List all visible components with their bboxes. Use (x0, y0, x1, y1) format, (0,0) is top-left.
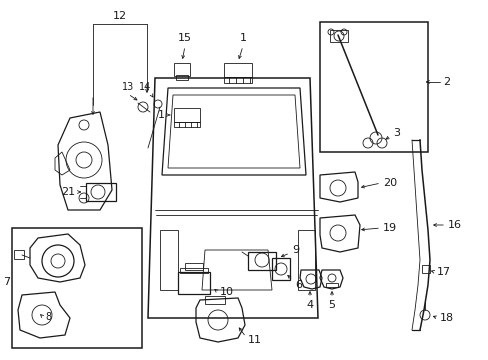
Bar (178, 272, 209, 294)
Text: 16: 16 (447, 220, 461, 230)
Text: 4: 4 (306, 300, 313, 310)
Bar (14, 250, 24, 259)
Bar (176, 75, 187, 80)
Text: 12: 12 (113, 11, 127, 21)
Text: 6: 6 (294, 280, 302, 290)
Text: 21: 21 (61, 187, 75, 197)
Bar (224, 63, 251, 77)
Text: 15: 15 (178, 33, 192, 43)
Bar (180, 268, 207, 273)
Text: 20: 20 (382, 178, 396, 188)
Text: 9: 9 (291, 245, 299, 255)
Text: 19: 19 (382, 223, 396, 233)
Text: 1: 1 (239, 33, 246, 43)
Bar (224, 77, 251, 83)
Bar (12, 228, 142, 348)
Text: 5: 5 (328, 300, 335, 310)
Text: 1: 1 (158, 110, 164, 120)
Bar (247, 252, 275, 270)
Text: 11: 11 (247, 335, 262, 345)
Bar (329, 30, 347, 42)
Bar (421, 265, 429, 273)
Text: 7: 7 (3, 277, 10, 287)
Bar (325, 283, 337, 287)
Bar (271, 258, 289, 280)
Text: 14: 14 (139, 82, 151, 92)
Bar (86, 183, 116, 201)
Text: 2: 2 (442, 77, 449, 87)
Bar (204, 296, 224, 304)
Bar (174, 122, 200, 127)
Text: 10: 10 (220, 287, 234, 297)
Text: 8: 8 (45, 312, 51, 322)
Bar (184, 263, 203, 270)
Text: 3: 3 (392, 128, 399, 138)
Text: 17: 17 (436, 267, 450, 277)
Text: 13: 13 (122, 82, 134, 92)
Bar (319, 22, 427, 152)
Text: 18: 18 (439, 313, 453, 323)
Bar (174, 108, 200, 122)
Bar (174, 63, 190, 76)
